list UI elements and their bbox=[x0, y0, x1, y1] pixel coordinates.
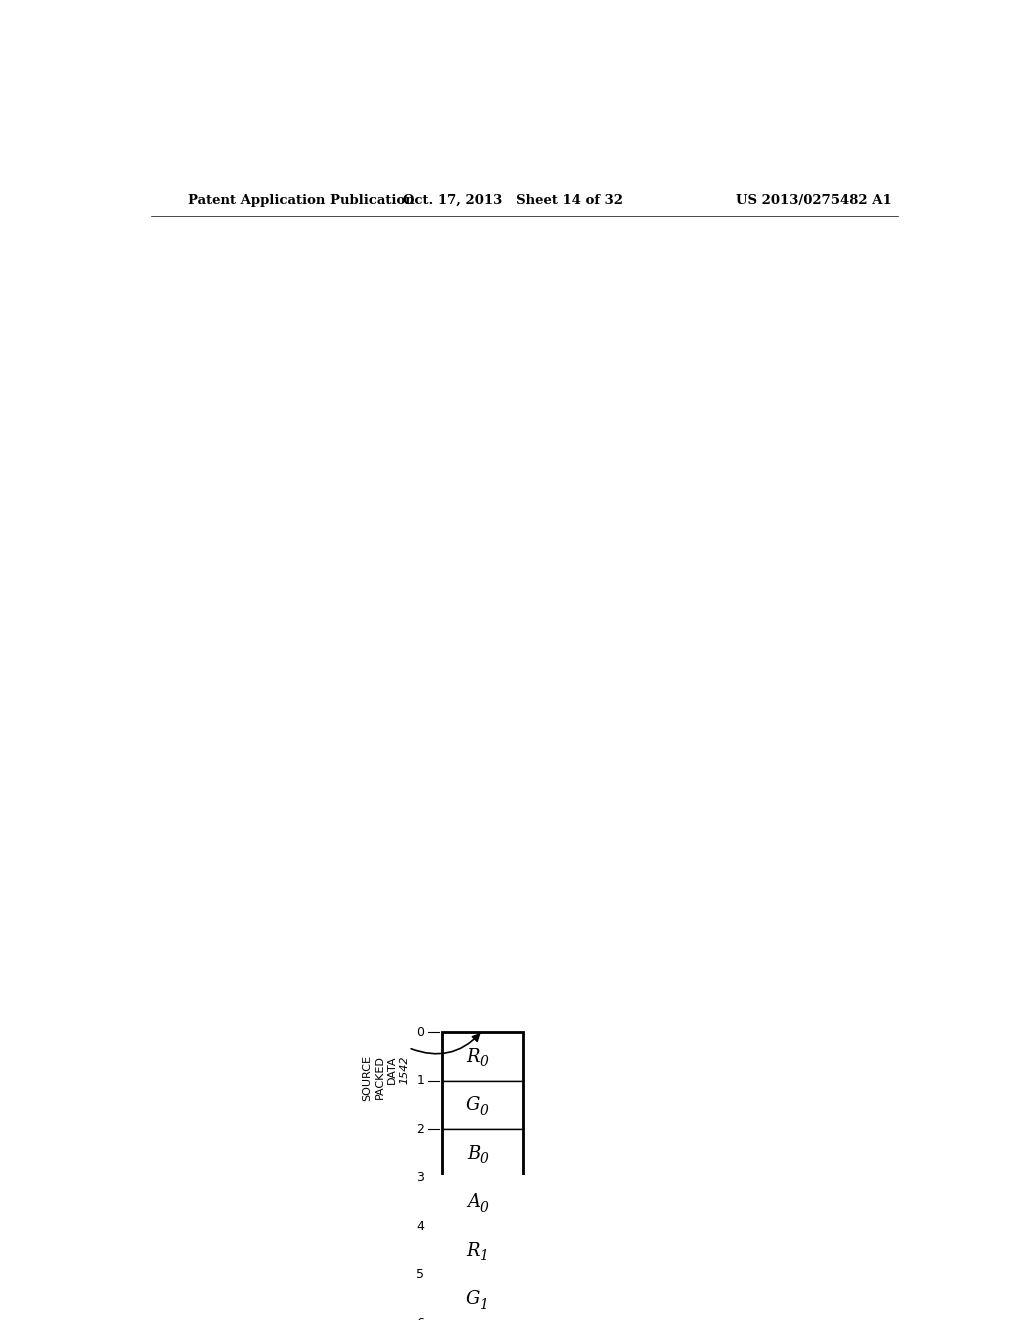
Text: DATA: DATA bbox=[387, 1056, 397, 1084]
Text: 0: 0 bbox=[479, 1152, 488, 1166]
Text: B: B bbox=[467, 1144, 480, 1163]
Bar bbox=[442, 1177, 523, 1226]
Bar bbox=[442, 1130, 523, 1177]
Text: 2: 2 bbox=[416, 1123, 424, 1137]
Text: Patent Application Publication: Patent Application Publication bbox=[188, 194, 415, 207]
Text: 0: 0 bbox=[479, 1104, 488, 1118]
Text: G: G bbox=[466, 1290, 480, 1308]
Text: SOURCE: SOURCE bbox=[362, 1056, 373, 1101]
Bar bbox=[442, 1226, 523, 1275]
Text: 5: 5 bbox=[416, 1269, 424, 1282]
Text: 1: 1 bbox=[416, 1074, 424, 1088]
Text: A: A bbox=[467, 1193, 480, 1212]
Text: G: G bbox=[466, 1096, 480, 1114]
Text: 0: 0 bbox=[479, 1200, 488, 1214]
Text: 3: 3 bbox=[416, 1171, 424, 1184]
Text: Oct. 17, 2013   Sheet 14 of 32: Oct. 17, 2013 Sheet 14 of 32 bbox=[403, 194, 624, 207]
Bar bbox=[442, 1275, 523, 1320]
Text: 1542: 1542 bbox=[399, 1056, 410, 1084]
Text: 0: 0 bbox=[479, 1055, 488, 1069]
Text: PACKED: PACKED bbox=[375, 1056, 385, 1100]
Text: 1: 1 bbox=[479, 1298, 488, 1312]
Text: 1: 1 bbox=[479, 1249, 488, 1263]
Text: R: R bbox=[467, 1242, 480, 1259]
Text: R: R bbox=[467, 1048, 480, 1065]
Bar bbox=[442, 1081, 523, 1130]
Bar bbox=[442, 1032, 523, 1081]
Text: 6: 6 bbox=[416, 1317, 424, 1320]
Text: 0: 0 bbox=[416, 1026, 424, 1039]
Text: US 2013/0275482 A1: US 2013/0275482 A1 bbox=[736, 194, 892, 207]
Bar bbox=[442, 1032, 523, 1320]
Text: 4: 4 bbox=[416, 1220, 424, 1233]
